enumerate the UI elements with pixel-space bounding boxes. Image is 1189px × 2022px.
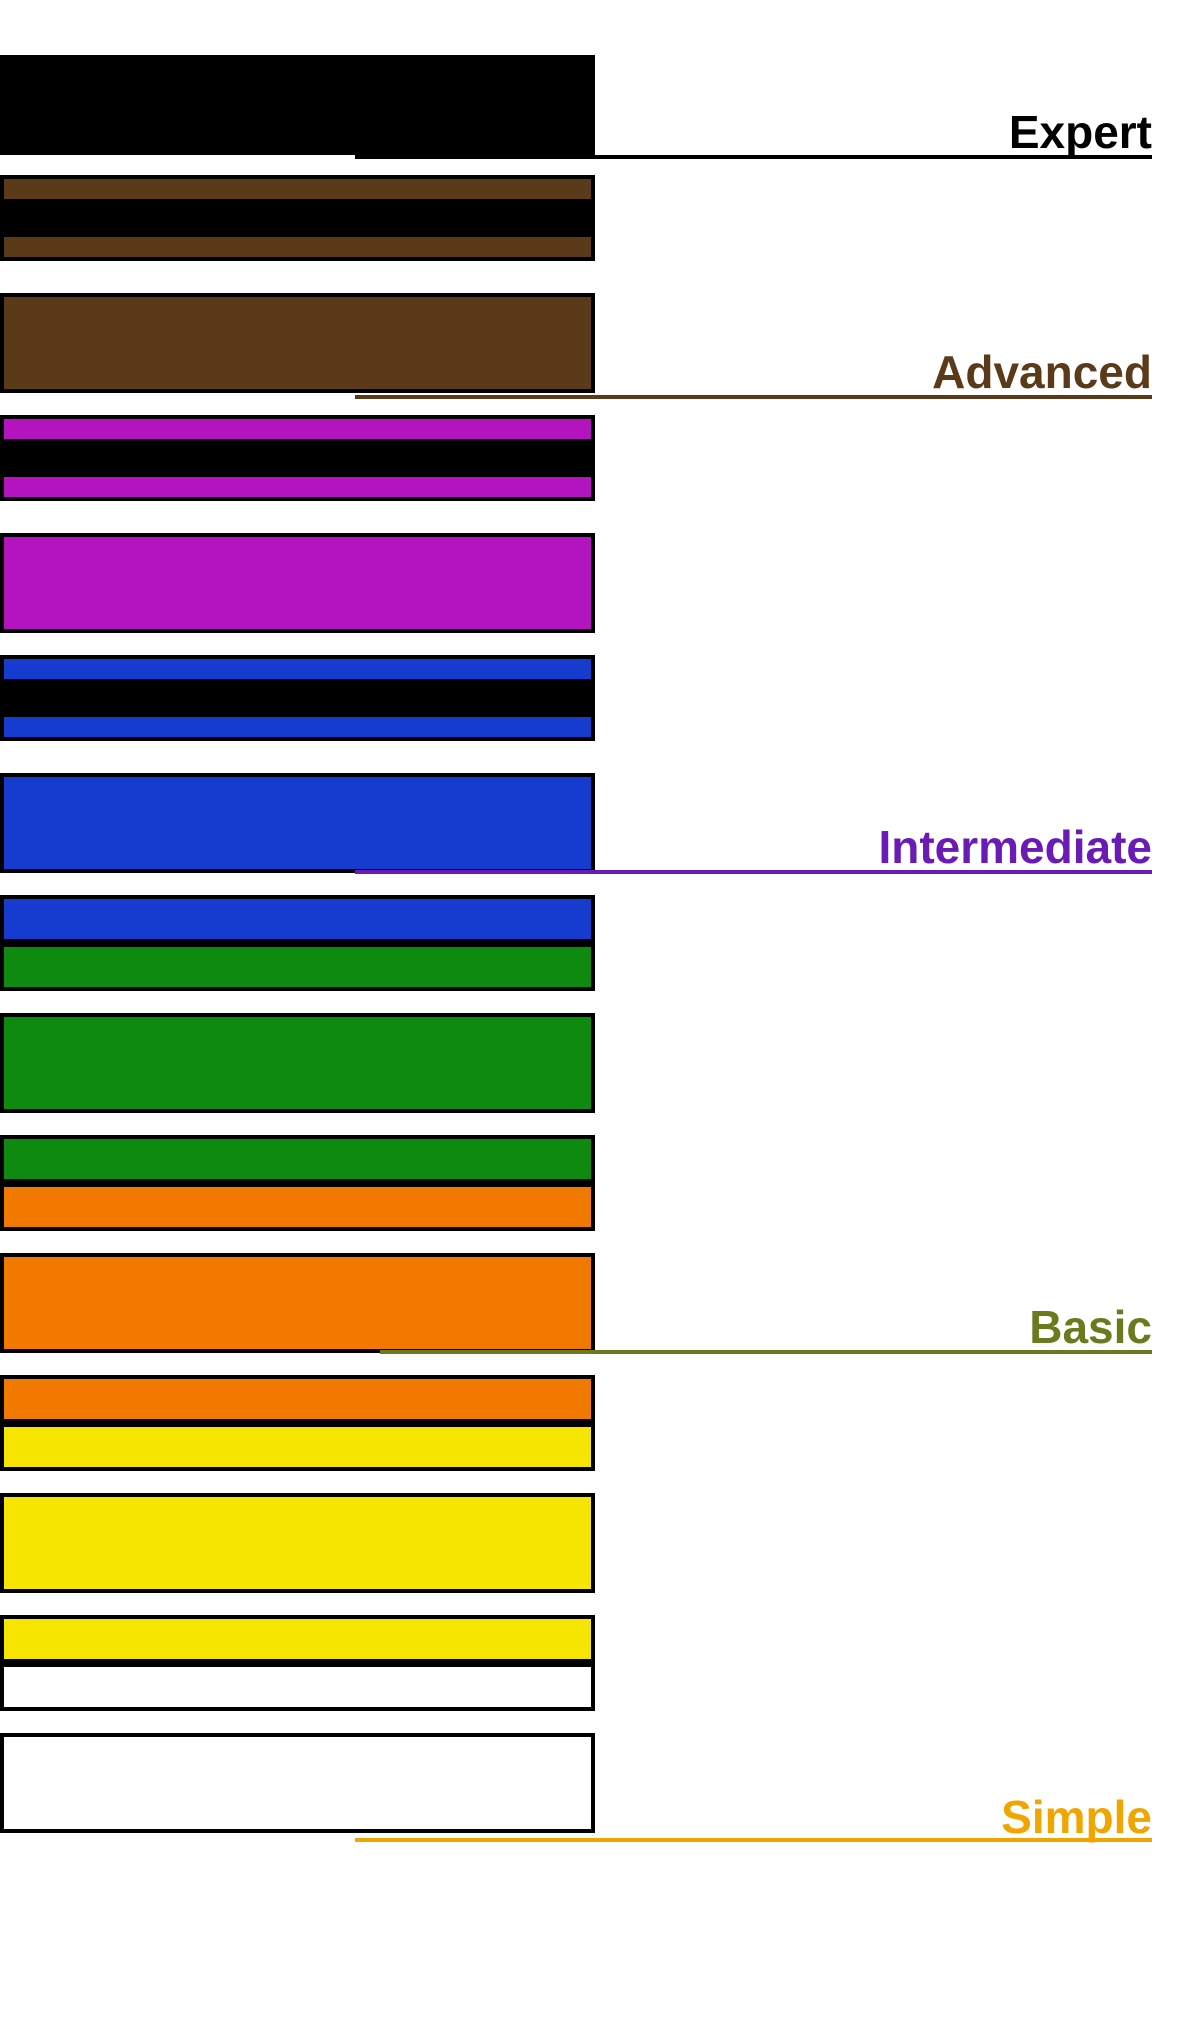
color-band — [0, 1615, 595, 1663]
color-band — [0, 655, 595, 683]
level-underline — [380, 1350, 1152, 1354]
level-underline — [355, 870, 1152, 874]
color-band — [0, 1663, 595, 1711]
color-band — [0, 175, 595, 203]
color-band — [0, 1733, 595, 1833]
level-underline — [355, 1838, 1152, 1842]
color-band — [0, 683, 595, 713]
color-band — [0, 943, 595, 991]
color-band — [0, 1253, 595, 1353]
level-label: Basic — [1029, 1300, 1152, 1354]
level-label: Expert — [1009, 105, 1152, 159]
color-band — [0, 1183, 595, 1231]
color-band — [0, 1375, 595, 1423]
color-band — [0, 773, 595, 873]
color-band — [0, 533, 595, 633]
level-label: Intermediate — [878, 820, 1152, 874]
color-band — [0, 473, 595, 501]
color-band — [0, 415, 595, 443]
color-band — [0, 293, 595, 393]
color-band — [0, 55, 595, 155]
level-underline — [355, 155, 1152, 159]
level-underline — [355, 395, 1152, 399]
color-band — [0, 1135, 595, 1183]
level-label: Advanced — [932, 345, 1152, 399]
color-band — [0, 443, 595, 473]
color-band — [0, 1493, 595, 1593]
color-band — [0, 1013, 595, 1113]
level-label: Simple — [1001, 1790, 1152, 1844]
resistor-band-diagram: Expert Advanced Intermediate Basic Simple — [0, 0, 1189, 2022]
color-band — [0, 1423, 595, 1471]
color-band — [0, 203, 595, 233]
color-band — [0, 713, 595, 741]
color-band — [0, 895, 595, 943]
color-band — [0, 233, 595, 261]
